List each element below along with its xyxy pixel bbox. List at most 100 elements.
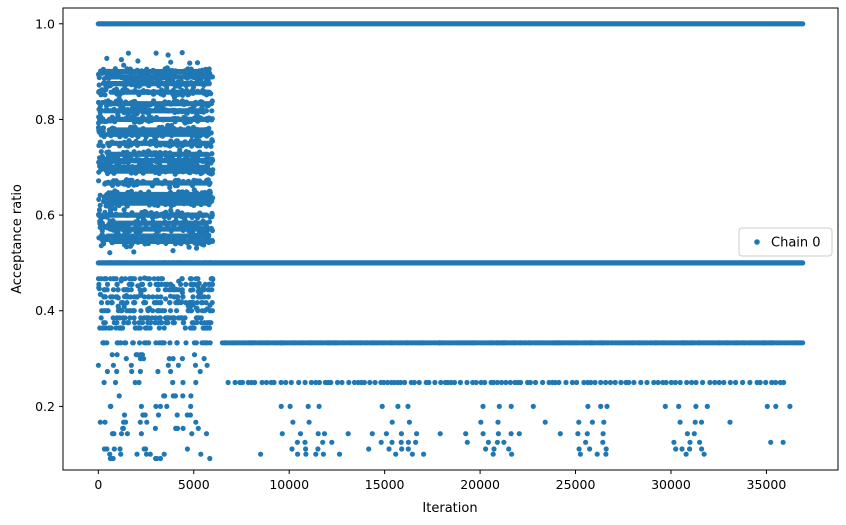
data-point <box>205 177 211 183</box>
data-point <box>168 59 174 65</box>
data-point <box>141 300 147 306</box>
data-point <box>101 379 107 386</box>
data-point <box>121 294 128 300</box>
data-point <box>149 315 155 321</box>
data-point <box>134 451 140 457</box>
data-point <box>96 74 102 81</box>
data-point <box>209 151 215 157</box>
y-tick-label: 1.0 <box>35 16 55 31</box>
data-point <box>151 166 157 172</box>
data-point <box>116 393 122 399</box>
data-point <box>205 190 211 196</box>
data-point <box>171 320 177 326</box>
data-point <box>345 431 351 437</box>
data-point <box>144 419 150 425</box>
data-point <box>585 403 591 409</box>
data-point <box>271 379 277 386</box>
data-point <box>145 148 151 154</box>
data-point <box>159 276 165 282</box>
data-point <box>109 294 115 300</box>
data-point <box>203 431 210 437</box>
data-point <box>542 419 548 425</box>
data-point <box>175 209 181 215</box>
data-point-band <box>106 74 215 80</box>
data-point <box>104 368 110 375</box>
data-point <box>120 325 126 331</box>
data-point <box>207 302 213 308</box>
data-point <box>162 219 168 225</box>
data-point <box>194 60 201 66</box>
data-point <box>116 202 122 208</box>
data-point <box>119 260 125 266</box>
data-point <box>306 419 312 425</box>
data-point <box>411 379 417 386</box>
data-point <box>99 228 105 234</box>
data-point <box>199 80 205 87</box>
data-point <box>188 287 194 293</box>
data-point <box>142 412 148 418</box>
data-point <box>398 379 404 386</box>
data-point <box>132 294 138 300</box>
data-point <box>142 325 148 331</box>
data-point <box>107 451 113 457</box>
data-point <box>99 220 106 226</box>
data-point <box>142 208 148 215</box>
data-point <box>193 419 199 425</box>
data-point <box>163 209 169 215</box>
data-point <box>165 320 171 326</box>
data-point <box>204 320 210 326</box>
data-point <box>155 412 162 418</box>
data-point <box>131 249 137 255</box>
x-axis-label: Iteration <box>422 501 477 516</box>
data-point <box>483 446 489 452</box>
data-point <box>193 245 200 251</box>
data-point <box>188 393 194 399</box>
data-point <box>663 379 669 386</box>
data-point <box>451 379 458 386</box>
data-point-band <box>108 158 214 164</box>
data-point <box>200 191 206 197</box>
data-point <box>116 96 122 102</box>
data-point <box>123 260 129 266</box>
data-point <box>583 439 589 445</box>
data-point <box>147 325 153 331</box>
data-point <box>140 89 147 95</box>
data-point <box>289 446 295 452</box>
data-point <box>540 379 546 386</box>
data-point <box>135 58 141 64</box>
data-point <box>707 379 713 386</box>
data-point <box>128 362 134 368</box>
data-point <box>381 379 387 386</box>
data-point <box>196 294 202 300</box>
data-point <box>149 260 156 266</box>
data-point <box>185 308 191 314</box>
data-point <box>421 451 427 457</box>
data-point <box>208 143 214 149</box>
data-point <box>509 451 515 457</box>
data-point <box>128 294 134 300</box>
data-point <box>618 379 624 386</box>
data-point <box>480 403 486 409</box>
data-point <box>98 315 104 321</box>
data-point <box>174 294 180 300</box>
data-point <box>478 419 484 425</box>
data-point <box>600 439 606 445</box>
data-point <box>122 211 128 217</box>
data-point <box>176 191 182 197</box>
data-point <box>607 379 614 386</box>
data-point <box>139 105 145 112</box>
data-point <box>191 187 197 193</box>
data-point <box>161 451 167 457</box>
data-point <box>111 276 117 282</box>
data-point <box>137 325 143 331</box>
data-point <box>204 229 210 235</box>
data-point <box>170 356 176 362</box>
data-point <box>485 439 491 445</box>
data-point <box>127 315 133 321</box>
data-point <box>151 276 157 282</box>
data-point <box>155 287 161 293</box>
data-point <box>316 379 322 386</box>
data-point <box>692 419 698 425</box>
data-point <box>175 298 181 304</box>
data-point <box>141 287 147 293</box>
